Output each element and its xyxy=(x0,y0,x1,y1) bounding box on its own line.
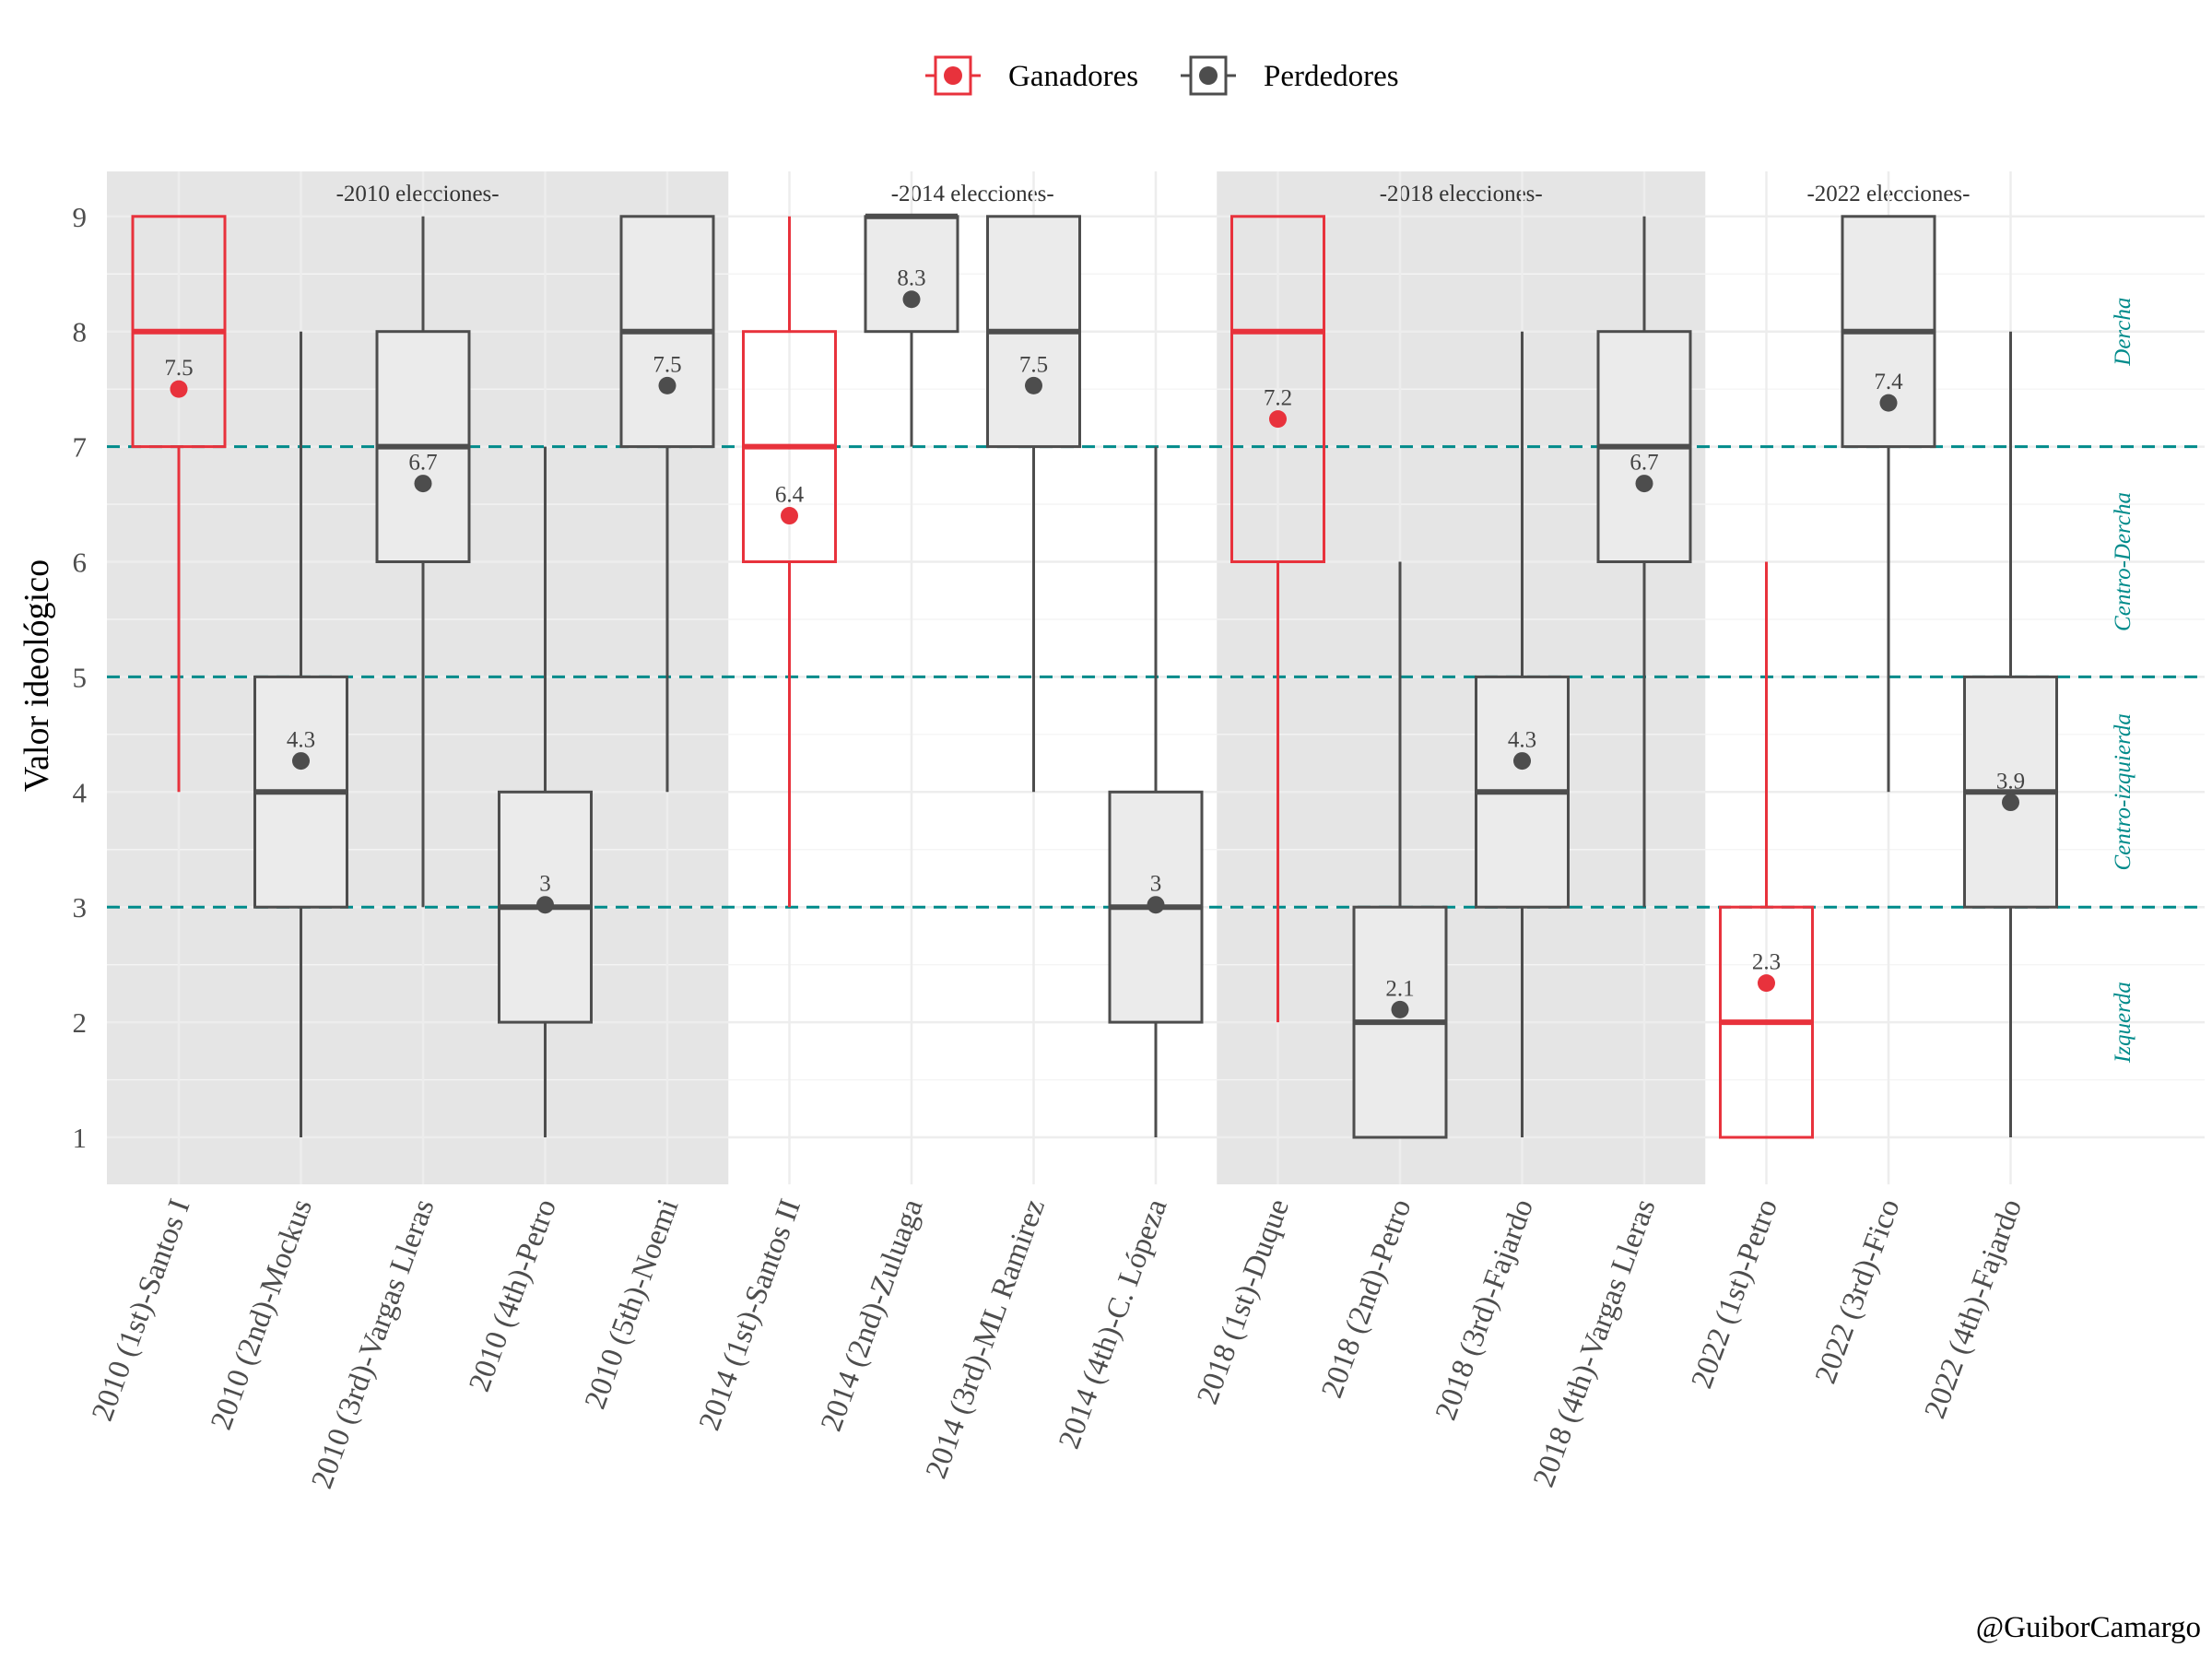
y-tick-label: 6 xyxy=(73,547,88,579)
panel-label: -2010 elecciones- xyxy=(336,182,500,206)
mean-points: 7.5 4.3 6.7 3 7.5 6.4 8.3 7.5 3 7.2 2.1 4.3 6.7 2.3 7.… xyxy=(164,266,2025,1018)
mean-point xyxy=(902,290,921,309)
y-tick-label: 3 xyxy=(73,891,88,924)
box-2018-3rd-fajardo xyxy=(1475,331,1570,1137)
caption: @GuiborCamargo xyxy=(1976,1611,2201,1644)
x-tick-label: 2014 (3rd)-ML Ramirez xyxy=(920,1194,1052,1483)
panel-label: -2018 elecciones- xyxy=(1380,182,1543,206)
mean-label: 3 xyxy=(539,872,551,897)
y-tick-label: 9 xyxy=(73,201,88,233)
x-tick-label: 2010 (5th)-Noemi xyxy=(579,1194,686,1413)
y-tick-label: 2 xyxy=(73,1006,88,1039)
boxes xyxy=(131,213,2058,1139)
mean-label: 7.4 xyxy=(1874,370,1903,394)
mean-point xyxy=(1147,896,1165,914)
box-2018-2nd-petro xyxy=(1352,561,1448,1139)
legend-key-point xyxy=(944,66,962,85)
x-tick-label: 2010 (2nd)-Mockus xyxy=(205,1194,319,1434)
mean-point xyxy=(1391,1000,1409,1018)
x-tick-label: 2014 (4th)-C. Lópeza xyxy=(1053,1194,1173,1453)
mean-label: 6.4 xyxy=(775,483,805,508)
mean-point xyxy=(536,896,554,914)
region-label: Dercha xyxy=(2111,298,2136,367)
x-tick-label: 2022 (3rd)-Fico xyxy=(1809,1194,1907,1388)
legend-item-ganadores: Ganadores xyxy=(925,55,1138,96)
legend-key-point xyxy=(1199,66,1218,85)
region-label: Centro-izquierda xyxy=(2111,713,2136,870)
box-body xyxy=(1230,215,1325,564)
box-2010-2nd-mockus xyxy=(253,331,348,1137)
mean-label: 8.3 xyxy=(897,266,925,291)
mean-label: 4.3 xyxy=(1508,728,1536,753)
mean-label: 3 xyxy=(1150,872,1162,897)
y-axis-title: Valor ideológico xyxy=(18,559,56,792)
mean-point xyxy=(1879,394,1898,412)
mean-label: 6.7 xyxy=(408,451,437,476)
mean-label: 7.5 xyxy=(164,356,193,381)
x-tick-label: 2010 (1st)-Santos I xyxy=(86,1194,196,1425)
box-2010-5th-noemi xyxy=(619,215,715,793)
mean-label: 3.9 xyxy=(1996,770,2025,794)
x-tick-label: 2018 (4th)-Vargas Lleras xyxy=(1527,1194,1662,1491)
mean-point xyxy=(414,475,432,493)
mean-label: 7.2 xyxy=(1264,386,1292,411)
x-tick-label: 2014 (1st)-Santos II xyxy=(693,1194,807,1434)
x-tick-label: 2010 (4th)-Petro xyxy=(463,1194,563,1395)
mean-point xyxy=(1513,752,1531,771)
mean-point xyxy=(781,507,798,525)
mean-label: 6.7 xyxy=(1630,451,1658,476)
y-tick-label: 1 xyxy=(73,1122,88,1154)
mean-label: 2.3 xyxy=(1752,950,1781,975)
box-2022-1st-petro xyxy=(1719,561,1814,1139)
mean-point xyxy=(1269,410,1287,429)
box-2014-2nd-zuluaga xyxy=(864,213,959,447)
box-2018-1st-duque xyxy=(1230,215,1325,1023)
x-axis: 2010 (1st)-Santos I 2010 (2nd)-Mockus2010… xyxy=(86,1194,2029,1493)
y-tick-label: 7 xyxy=(73,431,88,464)
mean-point xyxy=(292,752,310,771)
mean-label: 7.5 xyxy=(653,352,681,377)
x-tick-label: 2018 (2nd)-Petro xyxy=(1315,1194,1418,1402)
legend-item-perdedores: Perdedores xyxy=(1181,55,1399,96)
x-tick-label: 2014 (2nd)-Zuluaga xyxy=(815,1194,930,1436)
x-tick-label: 2022 (1st)-Petro xyxy=(1686,1194,1784,1393)
y-tick-label: 8 xyxy=(73,316,88,348)
box-2018-4th-vargas-lleras xyxy=(1596,216,1692,908)
x-tick-label: 2010 (3rd)-Vargas Lleras xyxy=(305,1194,441,1492)
mean-label: 7.5 xyxy=(1019,352,1048,377)
x-tick-label: 2022 (4th)-Fajardo xyxy=(1919,1194,2029,1422)
mean-label: 4.3 xyxy=(287,728,315,753)
x-tick-label: 2018 (3rd)-Fajardo xyxy=(1430,1194,1540,1424)
mean-point xyxy=(658,376,677,394)
box-2010-3rd-vargas-lleras xyxy=(375,216,471,908)
box-2010-1st-santos-i xyxy=(131,215,227,793)
panel-label: -2014 elecciones- xyxy=(891,182,1054,206)
mean-point xyxy=(2002,794,2019,812)
mean-point xyxy=(1635,475,1653,493)
y-tick-label: 4 xyxy=(73,776,88,808)
box-2014-3rd-ml-ramirez xyxy=(986,215,1081,793)
region-label: Centro-Dercha xyxy=(2111,492,2136,631)
legend-label: Ganadores xyxy=(1008,60,1138,93)
legend-label: Perdedores xyxy=(1264,60,1399,93)
legend: Ganadores Perdedores xyxy=(925,55,1399,96)
x-tick-label: 2018 (1st)-Duque xyxy=(1191,1194,1296,1408)
mean-label: 2.1 xyxy=(1385,976,1414,1001)
y-tick-label: 5 xyxy=(73,661,88,693)
mean-point xyxy=(170,380,188,398)
y-axis: 1 2 3 4 5 6 7 8 9 xyxy=(73,201,88,1154)
region-label: Izquerda xyxy=(2111,982,2136,1064)
region-labels: Dercha Centro-Dercha Centro-izquierda Izque… xyxy=(2111,298,2136,1064)
mean-point xyxy=(1758,974,1775,993)
mean-point xyxy=(1025,376,1042,394)
box-2022-4th-fajardo xyxy=(1963,331,2058,1137)
box-2014-1st-santos-ii xyxy=(742,216,837,908)
box-2014-4th-c-l-peza xyxy=(1108,446,1204,1137)
